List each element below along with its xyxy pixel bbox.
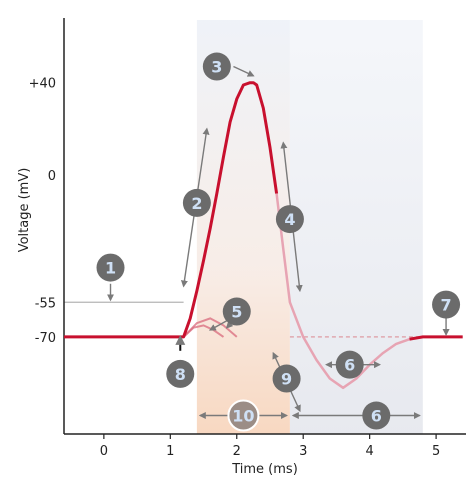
- badge-circle: [222, 297, 251, 326]
- badge-circle: [227, 399, 260, 432]
- arrow-5a: [208, 320, 228, 331]
- badge-8: 8: [166, 359, 195, 388]
- y-tick-label: +40: [29, 77, 56, 92]
- badge-circle: [272, 364, 301, 393]
- badge-circle: [202, 52, 231, 81]
- badge-6: 6: [335, 350, 364, 379]
- badge-circle: [275, 205, 304, 234]
- badge-6: 6: [362, 401, 391, 430]
- badge-circle: [335, 350, 364, 379]
- badge-label: 1: [105, 259, 116, 278]
- x-tick-label: 5: [432, 444, 440, 459]
- badge-7: 7: [432, 290, 461, 319]
- x-tick-label: 1: [166, 444, 174, 459]
- phase-badges: 1 2 3 4 5 6 6 7 8 9 10: [96, 52, 461, 432]
- recovery-curve: [409, 335, 463, 341]
- badge-label: 6: [371, 407, 382, 426]
- x-tick-label: 4: [366, 444, 374, 459]
- badge-label: 3: [211, 58, 222, 77]
- badge-label: 6: [344, 356, 355, 375]
- badge-label: 8: [175, 365, 186, 384]
- badge-1: 1: [96, 253, 125, 282]
- badge-label: 4: [284, 210, 295, 229]
- badge-circle: [362, 401, 391, 430]
- reference-lines: [64, 301, 437, 338]
- badge-label: 7: [440, 296, 451, 315]
- voltage-curves: [64, 81, 463, 390]
- hyperpolarization-curve: [275, 193, 410, 390]
- x-tick-label: 0: [100, 444, 108, 459]
- axes: 0 1 2 3 4 5 +40 0 -55 -70: [29, 18, 466, 459]
- badge-5: 5: [222, 297, 251, 326]
- subthreshold-bump-2: [182, 317, 238, 338]
- x-axis-label: Time (ms): [231, 462, 298, 477]
- badge-2: 2: [182, 188, 211, 217]
- refractory-phases: [196, 20, 423, 434]
- badge-label: 2: [191, 194, 202, 213]
- badge-circle: [166, 359, 195, 388]
- badge-9: 9: [272, 364, 301, 393]
- badge-circle: [182, 188, 211, 217]
- badge-10: 10: [227, 399, 260, 432]
- badge-4: 4: [275, 205, 304, 234]
- badge-label: 10: [232, 407, 254, 426]
- y-axis-label: Voltage (mV): [17, 168, 32, 253]
- action-potential-curve: [64, 81, 279, 339]
- y-tick-label: -70: [35, 331, 56, 346]
- badge-3: 3: [202, 52, 231, 81]
- x-tick-label: 3: [299, 444, 307, 459]
- x-tick-label: 2: [233, 444, 241, 459]
- badge-circle: [96, 253, 125, 282]
- badge-label: 9: [281, 370, 292, 389]
- y-tick-label: 0: [48, 169, 56, 184]
- arrow-3: [233, 65, 255, 77]
- y-tick-label: -55: [35, 296, 56, 311]
- badge-circle: [432, 290, 461, 319]
- badge-label: 5: [231, 303, 242, 322]
